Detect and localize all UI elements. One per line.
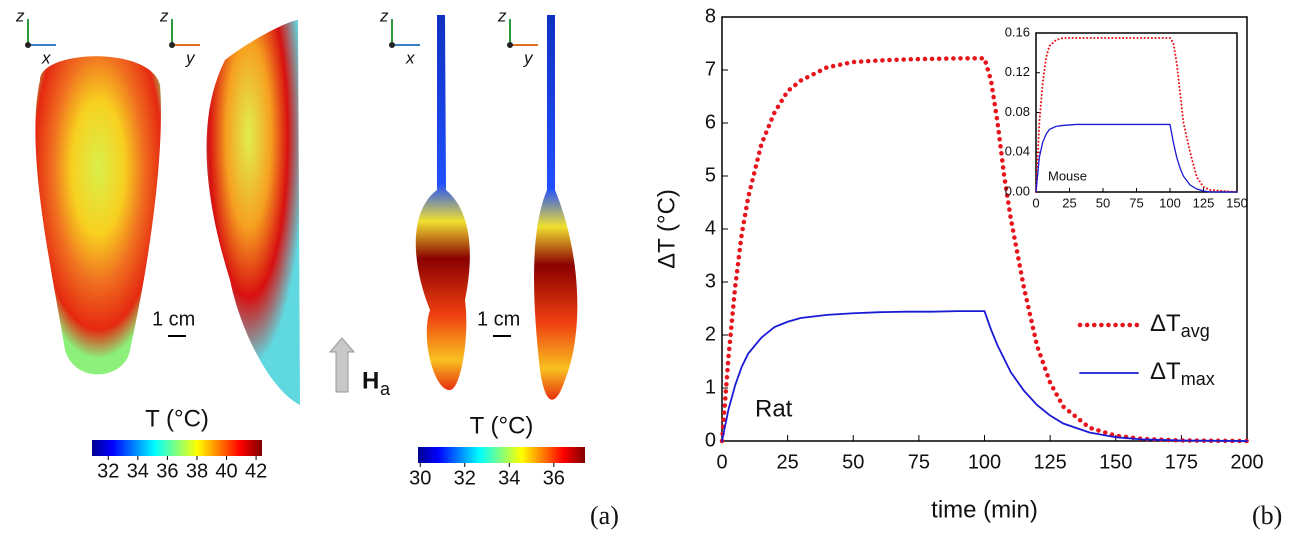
y-tick-label: 7 xyxy=(705,58,716,80)
colorbar-tick-label: 42 xyxy=(245,460,267,482)
y-tick-label: 1 xyxy=(705,376,716,398)
x-tick-label: 125 xyxy=(1193,195,1215,210)
x-tick-label: 75 xyxy=(908,451,930,473)
series-line xyxy=(719,56,1250,444)
y-tick-label: 2 xyxy=(705,323,716,345)
rat-map-side xyxy=(206,20,300,405)
scale-label: 1 cm xyxy=(477,308,520,330)
x-tick-label: 25 xyxy=(1062,195,1076,210)
colorbar-tick-label: 32 xyxy=(97,460,119,482)
colorbar-tick-label: 40 xyxy=(215,460,237,482)
x-tick-label: 150 xyxy=(1226,195,1248,210)
panel-label: (a) xyxy=(590,501,619,530)
triad-label: x xyxy=(405,48,415,67)
x-tick-label: 25 xyxy=(777,451,799,473)
colorbar-tick-label: 32 xyxy=(454,467,476,489)
series-line xyxy=(1035,123,1238,193)
x-tick-label: 100 xyxy=(968,451,1001,473)
colorbar-tick-label: 36 xyxy=(543,467,565,489)
x-axis-label: time (min) xyxy=(931,496,1038,523)
triad-origin xyxy=(25,42,31,48)
triad-label: y xyxy=(185,48,196,67)
y-tick-label: 8 xyxy=(705,5,716,27)
colorbar xyxy=(418,447,585,463)
y-tick-label: 6 xyxy=(705,111,716,133)
panel-label: (b) xyxy=(1252,501,1282,530)
x-tick-label: 0 xyxy=(1032,195,1039,210)
y-tick-label: 0.00 xyxy=(1005,183,1030,198)
field-symbol: H xyxy=(362,367,379,394)
scale-label: 1 cm xyxy=(152,308,195,330)
triad-label: z xyxy=(497,6,507,25)
x-tick-label: 50 xyxy=(842,451,864,473)
x-tick-label: 100 xyxy=(1159,195,1181,210)
legend-label: ΔTmax xyxy=(1150,358,1215,388)
colorbar-title: T (°C) xyxy=(470,412,534,439)
field-sub: a xyxy=(380,379,391,399)
x-tick-label: 0 xyxy=(716,451,727,473)
legend-label: ΔTavg xyxy=(1150,310,1210,340)
colorbar-tick-label: 34 xyxy=(498,467,520,489)
colorbar-tick-label: 34 xyxy=(127,460,149,482)
series-line xyxy=(1035,36,1238,193)
triad-origin xyxy=(507,42,513,48)
rat-map-front xyxy=(35,56,161,375)
y-tick-label: 0.04 xyxy=(1005,144,1030,159)
y-tick-label: 5 xyxy=(705,164,716,186)
x-tick-label: 75 xyxy=(1129,195,1143,210)
triad-label: z xyxy=(379,6,389,25)
y-tick-label: 0 xyxy=(705,429,716,451)
x-tick-label: 50 xyxy=(1096,195,1110,210)
x-tick-label: 125 xyxy=(1033,451,1066,473)
triad-label: z xyxy=(15,6,25,25)
colorbar-tick-label: 38 xyxy=(186,460,208,482)
triad-label: y xyxy=(523,48,534,67)
colorbar-tick-label: 36 xyxy=(156,460,178,482)
x-tick-label: 200 xyxy=(1230,451,1263,473)
y-axis-label: ΔT (°C) xyxy=(653,189,680,269)
y-tick-label: 0.12 xyxy=(1005,64,1030,79)
mouse-map-front xyxy=(415,15,470,391)
y-tick-label: 3 xyxy=(705,270,716,292)
mouse-map-side xyxy=(534,15,578,400)
x-tick-label: 175 xyxy=(1165,451,1198,473)
thermal-maps xyxy=(35,15,578,405)
field-arrow xyxy=(328,337,356,393)
colorbar-tick-label: 30 xyxy=(409,467,431,489)
colorbar xyxy=(92,440,262,456)
y-tick-label: 0.16 xyxy=(1005,24,1030,39)
triad-label: x xyxy=(41,48,51,67)
colorbar-title: T (°C) xyxy=(145,405,209,432)
annotation: Mouse xyxy=(1048,168,1087,183)
triad-origin xyxy=(169,42,175,48)
plot-frame xyxy=(1035,32,1238,193)
annotation: Rat xyxy=(755,395,793,422)
y-tick-label: 0.08 xyxy=(1005,104,1030,119)
triad-label: z xyxy=(159,6,169,25)
triad-origin xyxy=(389,42,395,48)
x-tick-label: 150 xyxy=(1099,451,1132,473)
series-line xyxy=(721,310,1248,442)
y-tick-label: 4 xyxy=(705,217,716,239)
